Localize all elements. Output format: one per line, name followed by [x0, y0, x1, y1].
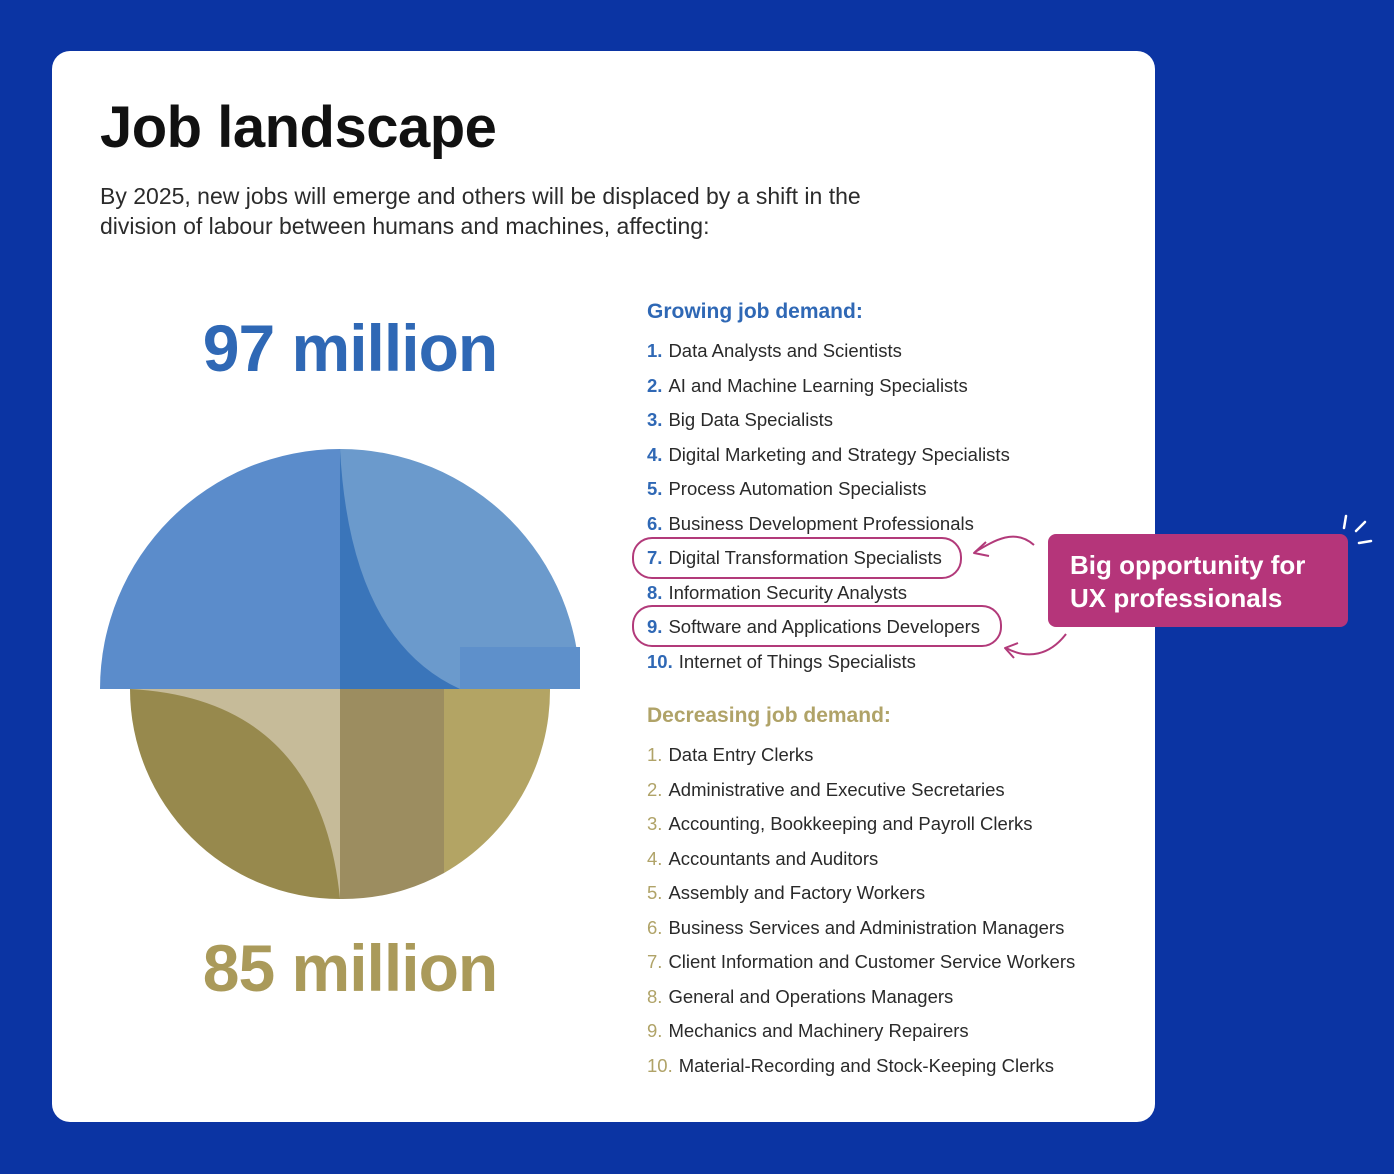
item-rank: 10.: [647, 650, 673, 672]
item-label: Digital Transformation Specialists: [668, 547, 942, 568]
decreasing-item-6: 6. Business Services and Administration M…: [647, 911, 1075, 946]
item-label: Data Analysts and Scientists: [668, 340, 902, 361]
growing-right-quadrant: [340, 449, 580, 689]
decreasing-item-2: 2. Administrative and Executive Secretari…: [647, 773, 1075, 808]
item-rank: 6.: [647, 916, 663, 938]
item-rank: 5.: [647, 478, 663, 499]
decreasing-demand-list: 1. Data Entry Clerks 2. Administrative and…: [647, 738, 1075, 1083]
page-title: Job landscape: [100, 95, 497, 160]
growing-demand-heading: Growing job demand:: [647, 300, 863, 323]
growing-item-1: 1. Data Analysts and Scientists: [647, 334, 1010, 369]
sparkle-lines-icon: [1342, 514, 1373, 545]
growing-item-8: 8. Information Security Analysts: [647, 576, 1010, 611]
growing-left-quadrant: [100, 449, 340, 689]
item-label: Mechanics and Machinery Repairers: [668, 1020, 969, 1041]
decreasing-item-9: 9. Mechanics and Machinery Repairers: [647, 1014, 1075, 1049]
item-rank: 4.: [647, 443, 663, 465]
item-label: Software and Applications Developers: [668, 616, 981, 637]
decreasing-jobs-total: 85 million: [202, 931, 498, 1005]
item-rank: 1.: [647, 340, 663, 361]
item-label: General and Operations Managers: [668, 985, 954, 1007]
growing-item-2: 2. AI and Machine Learning Specialists: [647, 369, 1010, 404]
decreasing-right-quadrant: [444, 689, 551, 873]
item-label: Client Information and Customer Service …: [668, 951, 1076, 972]
callout-line-1: Big opportunity for: [1070, 550, 1306, 580]
item-rank: 8.: [647, 985, 663, 1007]
decreasing-demand-heading: Decreasing job demand:: [647, 704, 891, 727]
highlight-ring-item-7: [632, 537, 962, 579]
growing-item-5: 5. Process Automation Specialists: [647, 472, 1010, 507]
item-label: Accounting, Bookkeeping and Payroll Cler…: [668, 813, 1033, 834]
item-rank: 7.: [647, 951, 663, 972]
item-label: Administrative and Executive Secretaries: [668, 778, 1005, 800]
item-label: Internet of Things Specialists: [678, 650, 916, 672]
item-label: Digital Marketing and Strategy Specialis…: [668, 443, 1010, 465]
item-rank: 6.: [647, 512, 663, 534]
decreasing-bottom-fill: [340, 873, 444, 900]
item-label: Material-Recording and Stock-Keeping Cle…: [678, 1054, 1055, 1076]
item-label: Data Entry Clerks: [668, 744, 814, 765]
growing-jobs-total: 97 million: [202, 311, 498, 385]
item-rank: 9.: [647, 1020, 663, 1041]
decreasing-item-8: 8. General and Operations Managers: [647, 980, 1075, 1015]
page-subtitle: By 2025, new jobs will emerge and others…: [100, 183, 861, 239]
decreasing-half-graphic: [130, 689, 551, 900]
growing-item-10: 10. Internet of Things Specialists: [647, 645, 1010, 680]
growing-item-4: 4. Digital Marketing and Strategy Special…: [647, 438, 1010, 473]
job-shift-illustration: [100, 449, 580, 900]
item-label: Big Data Specialists: [668, 409, 833, 430]
infographic-card: Job landscape By 2025, new jobs will eme…: [52, 51, 1155, 1122]
decreasing-demand-section: Decreasing job demand: 1. Data Entry Cler…: [647, 703, 1075, 1083]
highlight-ring-item-9: [632, 605, 1002, 647]
item-rank: 1.: [647, 744, 663, 765]
item-rank: 10.: [647, 1054, 673, 1076]
growing-inner-leaf: [340, 449, 460, 689]
decreasing-inner-leaf: [130, 689, 340, 899]
decreasing-item-3: 3. Accounting, Bookkeeping and Payroll Cl…: [647, 807, 1075, 842]
growing-item-6: 6. Business Development Professionals: [647, 507, 1010, 542]
callout-line-2: UX professionals: [1070, 583, 1283, 613]
item-label: AI and Machine Learning Specialists: [668, 374, 968, 396]
item-label: Assembly and Factory Workers: [668, 882, 926, 903]
growing-half-graphic: [100, 449, 580, 689]
decreasing-center-band: [340, 689, 444, 899]
growing-item-3: 3. Big Data Specialists: [647, 403, 1010, 438]
decreasing-item-1: 1. Data Entry Clerks: [647, 738, 1075, 773]
decreasing-item-7: 7. Client Information and Customer Servic…: [647, 945, 1075, 980]
item-rank: 2.: [647, 778, 663, 800]
item-rank: 5.: [647, 882, 663, 903]
opportunity-callout: Big opportunity for UX professionals: [1048, 534, 1348, 627]
growing-right-strip: [460, 647, 580, 689]
item-label: Business Services and Administration Man…: [668, 916, 1065, 938]
item-rank: 4.: [647, 847, 663, 869]
item-label: Business Development Professionals: [668, 512, 974, 534]
item-rank: 2.: [647, 374, 663, 396]
item-label: Information Security Analysts: [668, 581, 907, 603]
item-label: Process Automation Specialists: [668, 478, 927, 499]
item-rank: 3.: [647, 409, 663, 430]
item-rank: 3.: [647, 813, 663, 834]
decreasing-item-4: 4. Accountants and Auditors: [647, 842, 1075, 877]
growing-demand-list: 1. Data Analysts and Scientists 2. AI and …: [647, 334, 1010, 679]
decreasing-item-5: 5. Assembly and Factory Workers: [647, 876, 1075, 911]
growing-demand-section: Growing job demand: 1. Data Analysts and …: [647, 299, 1010, 679]
decreasing-item-10: 10. Material-Recording and Stock-Keeping …: [647, 1049, 1075, 1084]
item-rank: 8.: [647, 581, 663, 603]
item-label: Accountants and Auditors: [668, 847, 879, 869]
